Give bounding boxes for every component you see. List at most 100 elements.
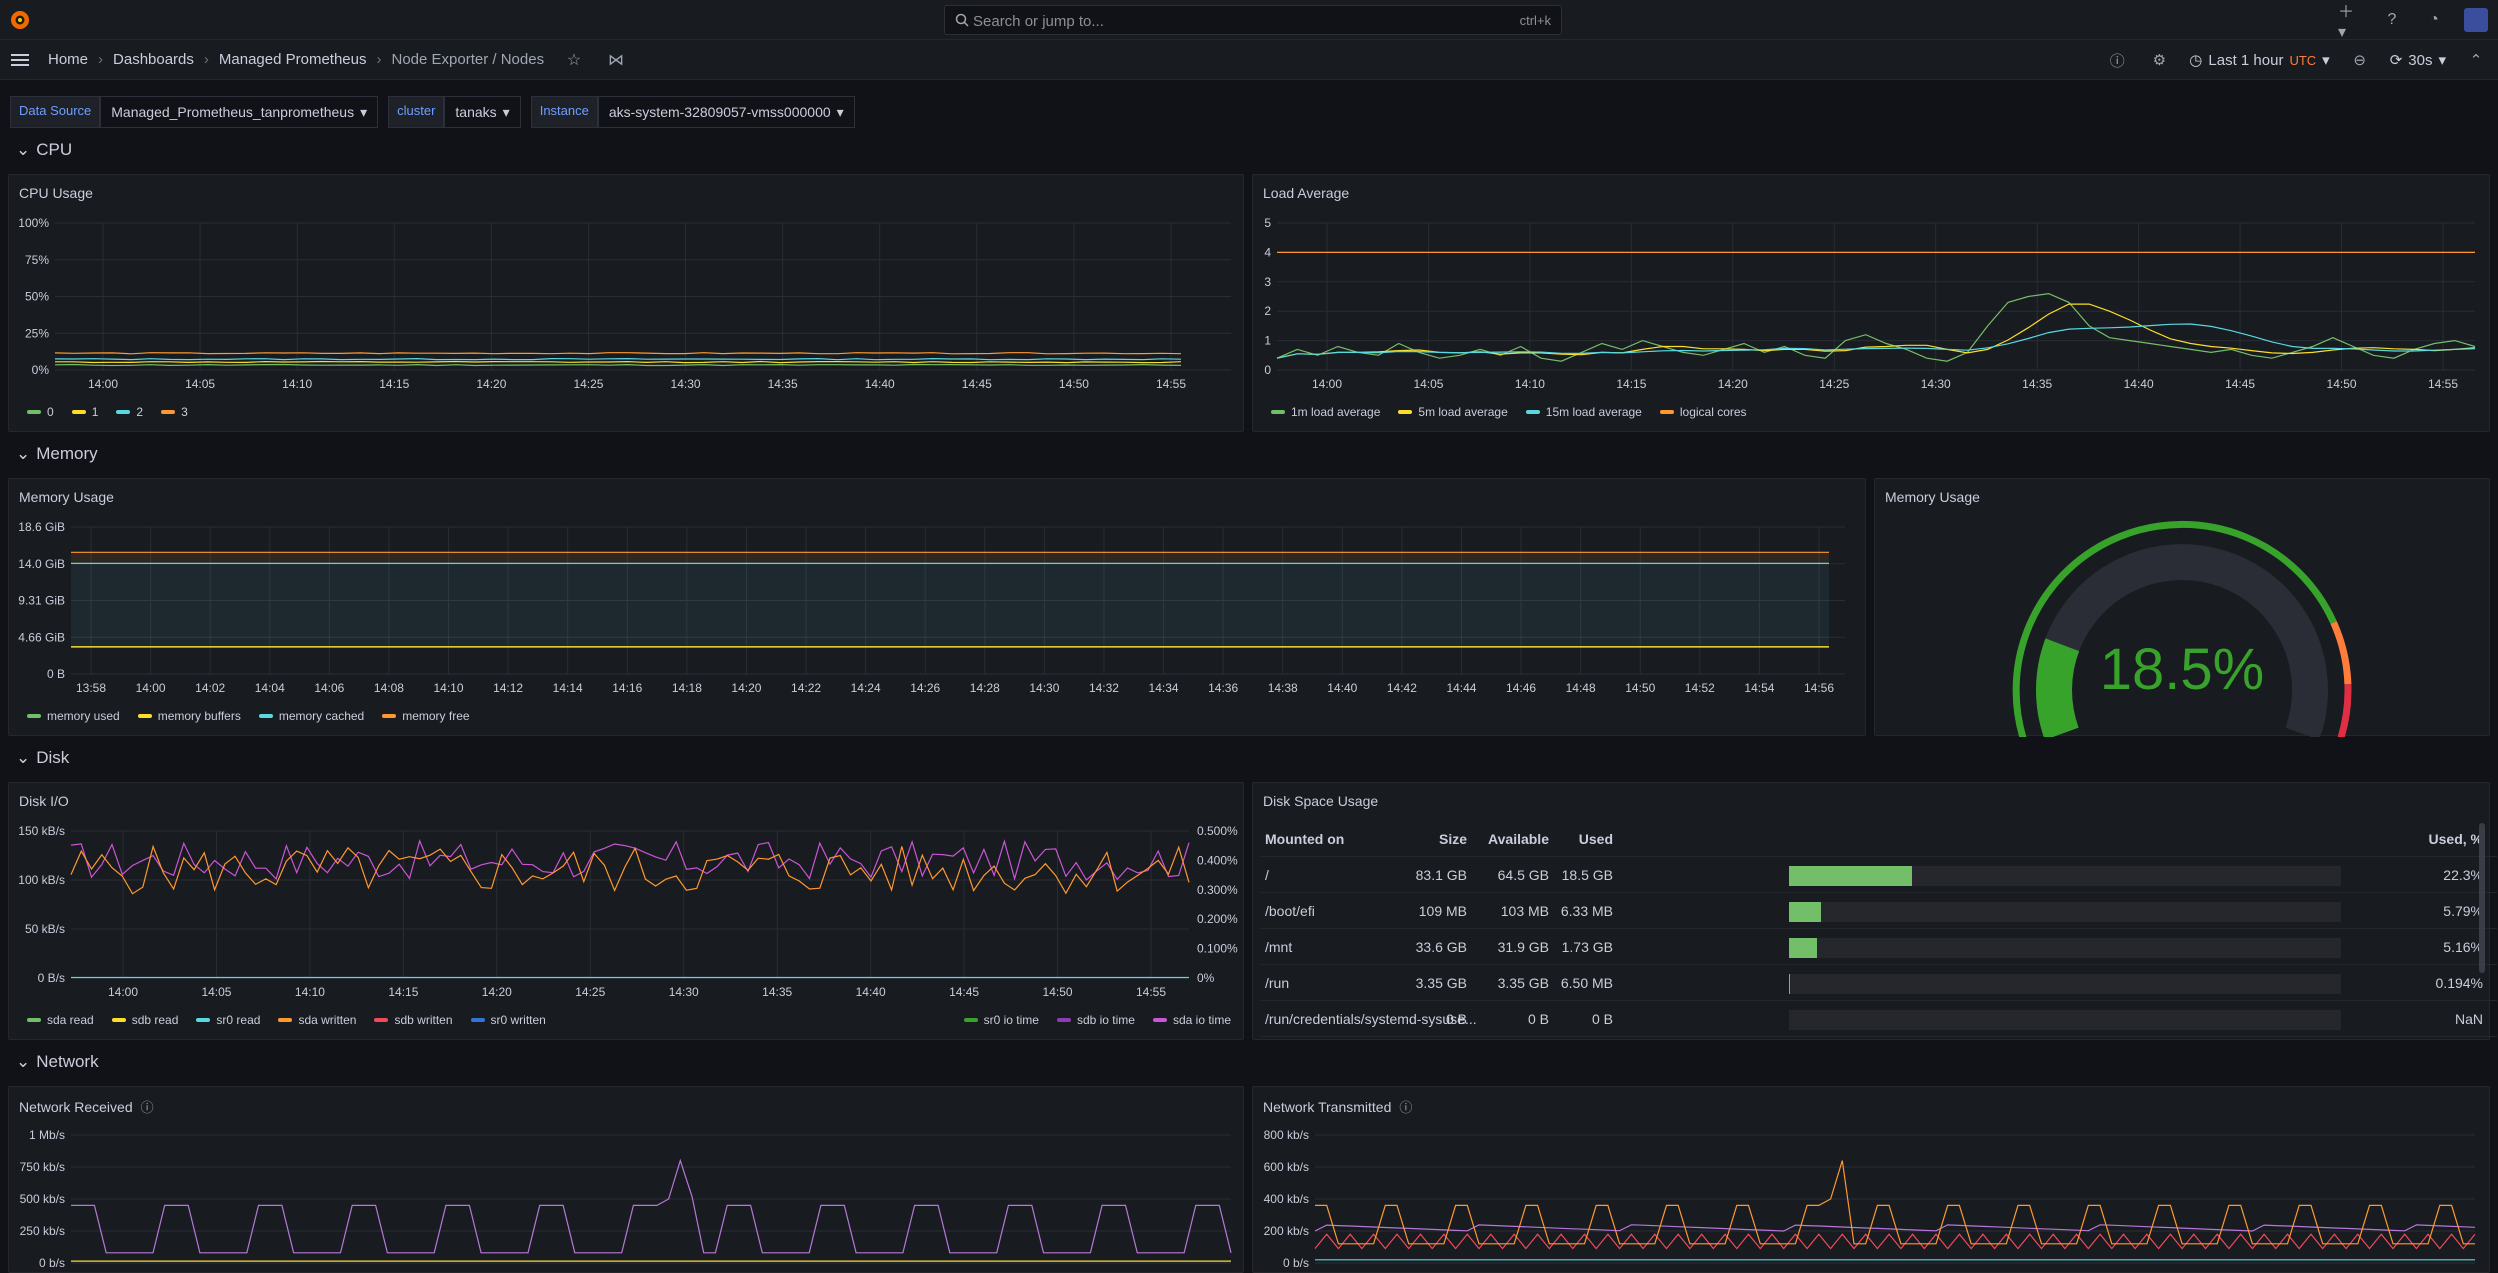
- star-icon[interactable]: ☆: [566, 52, 582, 69]
- col-mount[interactable]: Mounted on: [1265, 831, 1345, 847]
- breadcrumb-home[interactable]: Home: [48, 51, 89, 68]
- panel-memory-usage[interactable]: Memory Usage 18.6 GiB 14.0 GiB 9.31 GiB 4.6…: [8, 478, 1866, 736]
- info-icon[interactable]: ⓘ: [140, 1100, 154, 1115]
- chevron-down-icon: ▾: [2438, 52, 2446, 69]
- x-tick-label: 14:50: [1043, 985, 1073, 999]
- legend-item[interactable]: memory free: [382, 709, 470, 723]
- legend-item[interactable]: memory cached: [258, 709, 364, 723]
- search-icon: [955, 13, 969, 27]
- y-tick-label: 4.66 GiB: [18, 630, 65, 644]
- var-cluster-select[interactable]: tanaks ▾: [444, 96, 521, 128]
- legend-item[interactable]: sda written: [278, 1013, 356, 1027]
- row-network[interactable]: ⌄ Network: [16, 1052, 99, 1072]
- chevron-down-icon: ⌄: [16, 444, 31, 463]
- y-tick-label: 150 kB/s: [18, 824, 65, 838]
- table-row[interactable]: /mnt 33.6 GB 31.9 GB 1.73 GB 5.16%: [1261, 929, 2497, 965]
- panel-disk-io[interactable]: Disk I/O 150 kB/s 100 kB/s 50 kB/s 0 B/s 0.5…: [8, 782, 1244, 1040]
- dashboard-info-icon[interactable]: ⓘ: [2109, 52, 2125, 70]
- x-tick-label: 14:30: [1921, 377, 1951, 391]
- row-memory-title: Memory: [36, 444, 98, 463]
- x-tick-label: 14:10: [434, 681, 464, 695]
- top-bar: Search or jump to... ctrl+k ＋ ▾ ? ◔: [0, 0, 2498, 41]
- x-tick-label: 14:04: [255, 681, 285, 695]
- info-icon[interactable]: ⓘ: [1399, 1100, 1413, 1115]
- panel-load-average[interactable]: Load Average 5 4 3 2 1 0 14:00 14:05 14:10 14:15 1…: [1252, 174, 2490, 432]
- breadcrumb-folder[interactable]: Managed Prometheus: [218, 51, 367, 68]
- var-instance-select[interactable]: aks-system-32809057-vmss000000 ▾: [597, 96, 855, 128]
- search-bar[interactable]: Search or jump to... ctrl+k: [944, 5, 1562, 35]
- y-tick-label: 0%: [32, 363, 50, 377]
- legend-item[interactable]: 1m load average: [1271, 405, 1380, 419]
- panel-memory-gauge[interactable]: Memory Usage 18.5%: [1874, 478, 2490, 737]
- legend-item[interactable]: sda read: [27, 1013, 94, 1027]
- y2-tick-label: 0.500%: [1197, 824, 1238, 838]
- legend-item[interactable]: 3: [161, 405, 188, 419]
- avatar[interactable]: [2464, 8, 2488, 32]
- y-tick-label: 1 Mb/s: [29, 1128, 65, 1142]
- legend-item[interactable]: logical cores: [1659, 405, 1747, 419]
- legend-item[interactable]: sr0 read: [196, 1013, 260, 1027]
- legend-item[interactable]: sr0 written: [470, 1013, 546, 1027]
- col-used[interactable]: Used: [1578, 831, 1613, 847]
- row-cpu[interactable]: ⌄ CPU: [16, 140, 72, 160]
- settings-gear-icon[interactable]: ⚙: [2152, 52, 2167, 69]
- grafana-logo-icon[interactable]: [8, 8, 32, 32]
- x-tick-label: 14:06: [314, 681, 344, 695]
- legend-item[interactable]: 2: [116, 405, 143, 419]
- var-datasource-select[interactable]: Managed_Prometheus_tanprometheus ▾: [100, 96, 379, 128]
- y-tick-label: 200 kb/s: [1264, 1224, 1309, 1238]
- row-memory[interactable]: ⌄ Memory: [16, 444, 98, 464]
- panel-title: Memory Usage: [1885, 489, 1980, 505]
- table-scrollbar[interactable]: [2479, 823, 2485, 973]
- panel-network-transmitted[interactable]: Network Transmitted ⓘ 800 kb/s 600 kb/s 400…: [1252, 1086, 2490, 1273]
- row-disk[interactable]: ⌄ Disk: [16, 748, 69, 768]
- legend-item[interactable]: memory used: [27, 709, 120, 723]
- legend-item[interactable]: 15m load average: [1525, 405, 1642, 419]
- time-picker[interactable]: ◷ Last 1 hour UTC ▾: [2189, 51, 2329, 70]
- cell-used: 6.50 MB: [1560, 975, 1613, 991]
- legend-item[interactable]: sdb io time: [1056, 1013, 1135, 1027]
- refresh-picker[interactable]: ⟳ 30s ▾: [2390, 51, 2446, 70]
- add-new-icon[interactable]: ＋ ▾: [2338, 4, 2355, 41]
- panel-network-received[interactable]: Network Received ⓘ 1 Mb/s 750 kb/s 500 kb/s…: [8, 1086, 1244, 1273]
- table-row[interactable]: / 83.1 GB 64.5 GB 18.5 GB 22.3%: [1261, 857, 2497, 893]
- usage-bar-fill: [1789, 902, 1821, 922]
- x-tick-label: 14:15: [379, 377, 409, 391]
- memory-free-area: [71, 552, 1829, 564]
- legend-item[interactable]: sr0 io time: [963, 1013, 1039, 1027]
- cell-mount: /run: [1265, 975, 1290, 991]
- legend-label: 15m load average: [1545, 405, 1642, 419]
- table-row[interactable]: /run 3.35 GB 3.35 GB 6.50 MB 0.194%: [1261, 965, 2497, 1001]
- panel-title: Network Received ⓘ: [19, 1097, 154, 1116]
- legend-item[interactable]: 1: [71, 405, 98, 419]
- col-size[interactable]: Size: [1438, 831, 1467, 847]
- help-icon[interactable]: ?: [2387, 11, 2397, 28]
- panel-cpu-usage[interactable]: CPU Usage 100% 75% 50% 25% 0% 14:00 14:05 14:10…: [8, 174, 1244, 432]
- table-row[interactable]: /boot/efi 109 MB 103 MB 6.33 MB 5.79%: [1261, 893, 2497, 929]
- news-feed-icon[interactable]: ◔: [2429, 11, 2439, 28]
- legend-item[interactable]: 5m load average: [1398, 405, 1508, 419]
- x-tick-label: 14:45: [962, 377, 992, 391]
- col-used-pct[interactable]: Used, %: [2428, 831, 2483, 847]
- menu-icon[interactable]: [10, 50, 30, 70]
- x-tick-label: 14:15: [1616, 377, 1646, 391]
- cell-available: 64.5 GB: [1497, 867, 1549, 883]
- x-tick-label: 14:38: [1268, 681, 1298, 695]
- panel-disk-space[interactable]: Disk Space Usage Mounted on Size Availab…: [1252, 782, 2497, 1040]
- col-available[interactable]: Available: [1488, 831, 1549, 847]
- share-icon[interactable]: ⋈: [608, 52, 624, 69]
- x-tick-label: 14:42: [1387, 681, 1417, 695]
- legend-item[interactable]: sda io time: [1152, 1013, 1231, 1027]
- memory-cached-area: [71, 563, 1829, 648]
- collapse-icon[interactable]: ⌃: [2469, 52, 2483, 69]
- legend-item[interactable]: sdb read: [111, 1013, 178, 1027]
- legend-item[interactable]: 0: [27, 405, 54, 419]
- y2-tick-label: 0.400%: [1197, 853, 1238, 867]
- table-row[interactable]: /run/credentials/systemd-sysuse... 0 B 0…: [1261, 1001, 2497, 1037]
- legend-item[interactable]: memory buffers: [137, 709, 241, 723]
- breadcrumb-dashboards[interactable]: Dashboards: [113, 51, 194, 68]
- zoom-out-icon[interactable]: ⊖: [2353, 52, 2366, 69]
- cell-size: 33.6 GB: [1415, 939, 1467, 955]
- legend-item[interactable]: sdb written: [374, 1013, 453, 1027]
- legend-label: sr0 io time: [983, 1013, 1039, 1027]
